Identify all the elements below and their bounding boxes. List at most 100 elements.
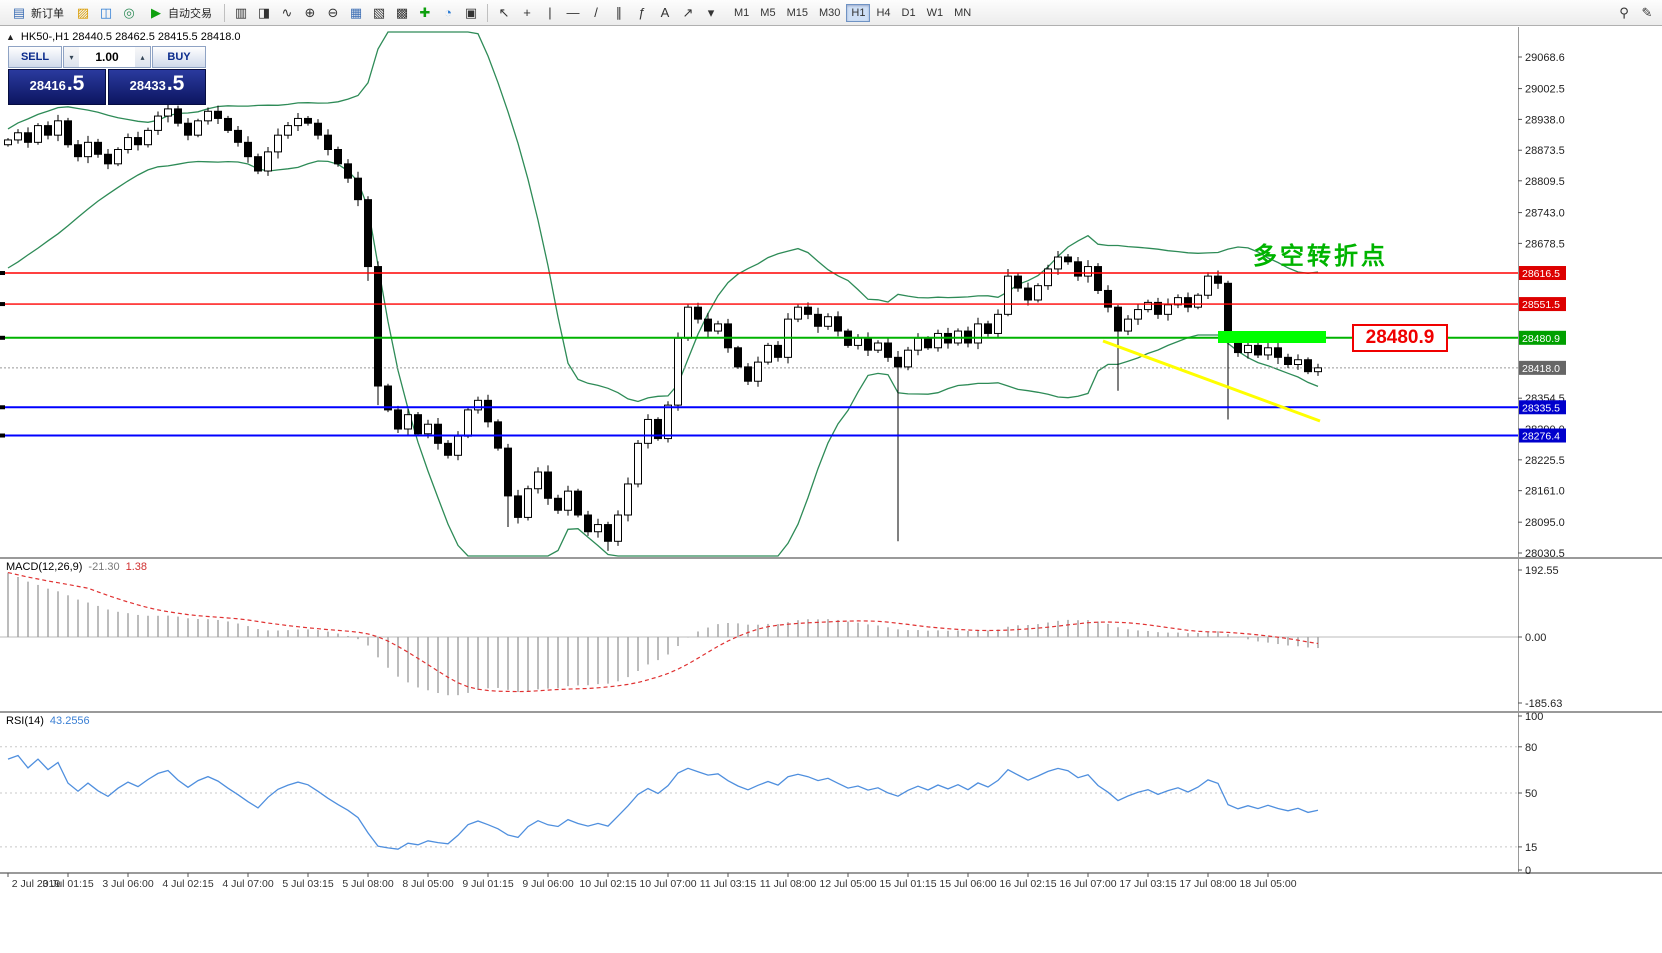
shapes-dropdown-icon[interactable]: ▾ (707, 4, 715, 20)
horizontal-object-lines[interactable] (0, 271, 1518, 438)
trendline-icon[interactable]: / (594, 4, 598, 20)
candlestick (744, 366, 752, 382)
time-tick-label: 9 Jul 01:15 (462, 878, 514, 890)
indicators-icon[interactable]: ✚ (419, 4, 431, 20)
profiles-icon[interactable]: ▨ (76, 4, 90, 20)
candlestick (414, 414, 422, 435)
sell-price-display[interactable]: 28416 .5 (8, 69, 106, 105)
candlestick (404, 414, 412, 430)
time-tick-label: 17 Jul 03:15 (1119, 878, 1176, 890)
candlestick (114, 149, 122, 165)
timeframe-m5-button[interactable]: M5 (755, 4, 780, 22)
periods-icon[interactable]: ◔ (444, 4, 452, 20)
candlestick (814, 313, 822, 327)
symbol-ohlc-text: HK50-,H1 28440.5 28462.5 28415.5 28418.0 (20, 31, 241, 43)
candlestick-chart-icon[interactable]: ◨ (257, 4, 271, 20)
market-watch-icon[interactable]: ◫ (99, 4, 113, 20)
candlestick (514, 495, 522, 518)
candlestick (434, 423, 442, 444)
autotrade-button[interactable]: ▶ 自动交易 (141, 2, 219, 24)
price-badge (1519, 266, 1566, 281)
timeframe-h4-button[interactable]: H4 (871, 4, 895, 22)
candlestick (164, 108, 172, 117)
fibonacci-icon[interactable]: ƒ (638, 4, 646, 20)
line-handle[interactable] (0, 433, 5, 438)
timeframe-mn-button[interactable]: MN (949, 4, 976, 22)
candlestick (834, 316, 842, 332)
new-order-button[interactable]: ▤ 新订单 (4, 2, 71, 24)
timeframe-m1-button[interactable]: M1 (729, 4, 754, 22)
drawn-objects[interactable] (1102, 331, 1326, 423)
channel-icon[interactable]: ∥ (615, 4, 623, 20)
timeframe-d1-button[interactable]: D1 (897, 4, 921, 22)
volume-input[interactable]: 1.00 (95, 50, 119, 64)
line-handle[interactable] (0, 335, 5, 340)
timeframe-m30-button[interactable]: M30 (814, 4, 845, 22)
toolbar-separator (487, 3, 488, 22)
candlestick (4, 139, 12, 146)
edit-icon[interactable]: ✎ (1641, 4, 1653, 20)
candlestick (1214, 275, 1222, 284)
bar-chart-icon[interactable]: ▥ (234, 4, 248, 20)
buy-price-display[interactable]: 28433 .5 (108, 69, 206, 105)
time-tick-label: 17 Jul 08:00 (1179, 878, 1236, 890)
navigator-icon[interactable]: ◎ (123, 4, 135, 20)
candlestick (754, 361, 762, 382)
price-callout-label[interactable]: 28480.9 (1352, 324, 1448, 352)
candlestick (454, 435, 462, 456)
price-axis[interactable]: 29068.6 29002.5 28938.0 28873.5 28809.5 28743… (1518, 52, 1566, 560)
yellow-trendline[interactable] (1102, 339, 1321, 423)
candlestick (144, 129, 152, 146)
buy-button[interactable]: BUY (152, 46, 206, 68)
price-badge-label: 28276.4 (1522, 431, 1560, 443)
timeframe-h1-button[interactable]: H1 (846, 3, 871, 22)
timeframe-w1-button[interactable]: W1 (922, 4, 949, 22)
candlestick (444, 442, 452, 456)
timeframe-m15-button[interactable]: M15 (782, 4, 813, 22)
candlestick (224, 117, 232, 131)
line-handle[interactable] (0, 405, 5, 410)
time-tick-label: 5 Jul 08:00 (342, 878, 394, 890)
cursor-icon[interactable]: ↖ (498, 4, 510, 20)
candlestick (584, 514, 592, 533)
rsi-name: RSI(14) (6, 715, 44, 727)
zoom-out-icon[interactable]: ⊖ (327, 4, 339, 20)
line-handle[interactable] (0, 302, 5, 307)
cascade-windows-icon[interactable]: ▧ (372, 4, 386, 20)
candlestick (564, 490, 572, 511)
line-handle[interactable] (0, 271, 5, 276)
sell-button[interactable]: SELL (8, 46, 62, 68)
macd-signal-value: 1.38 (125, 561, 148, 573)
horizontal-line-icon[interactable]: — (566, 4, 580, 20)
crosshair-icon[interactable]: + (523, 4, 531, 20)
zoom-in-icon[interactable]: ⊕ (304, 4, 316, 20)
volume-increase-button[interactable]: ▴ (135, 47, 150, 67)
panel-separators (0, 27, 1662, 874)
candlestick (1184, 297, 1192, 308)
green-highlight-rectangle[interactable] (1218, 331, 1326, 343)
arrows-tool-icon[interactable]: ↗ (682, 4, 694, 20)
arrange-windows-icon[interactable]: ▩ (395, 4, 409, 20)
collapse-panel-icon[interactable]: ▲ (6, 32, 15, 42)
templates-icon[interactable]: ▣ (464, 4, 478, 20)
tile-windows-icon[interactable]: ▦ (349, 4, 363, 20)
candlestick (1084, 266, 1092, 277)
price-badge (1519, 330, 1566, 345)
chart-annotation-text[interactable]: 多空转折点 (1253, 243, 1388, 270)
candlestick (264, 151, 272, 172)
text-tool-icon[interactable]: A (660, 4, 670, 20)
search-icon[interactable]: ⚲ (1619, 4, 1629, 20)
candlestick (984, 323, 992, 334)
candlestick (914, 337, 922, 351)
candlestick (734, 347, 742, 368)
time-tick-label: 4 Jul 02:15 (162, 878, 214, 890)
line-chart-icon[interactable]: ∿ (281, 4, 293, 20)
candlestick (374, 266, 382, 387)
price-badge-label: 28616.5 (1522, 268, 1560, 280)
candlestick (234, 129, 242, 143)
volume-decrease-button[interactable]: ▾ (64, 47, 79, 67)
vertical-line-icon[interactable]: | (548, 4, 552, 20)
candlestick (1024, 287, 1032, 301)
